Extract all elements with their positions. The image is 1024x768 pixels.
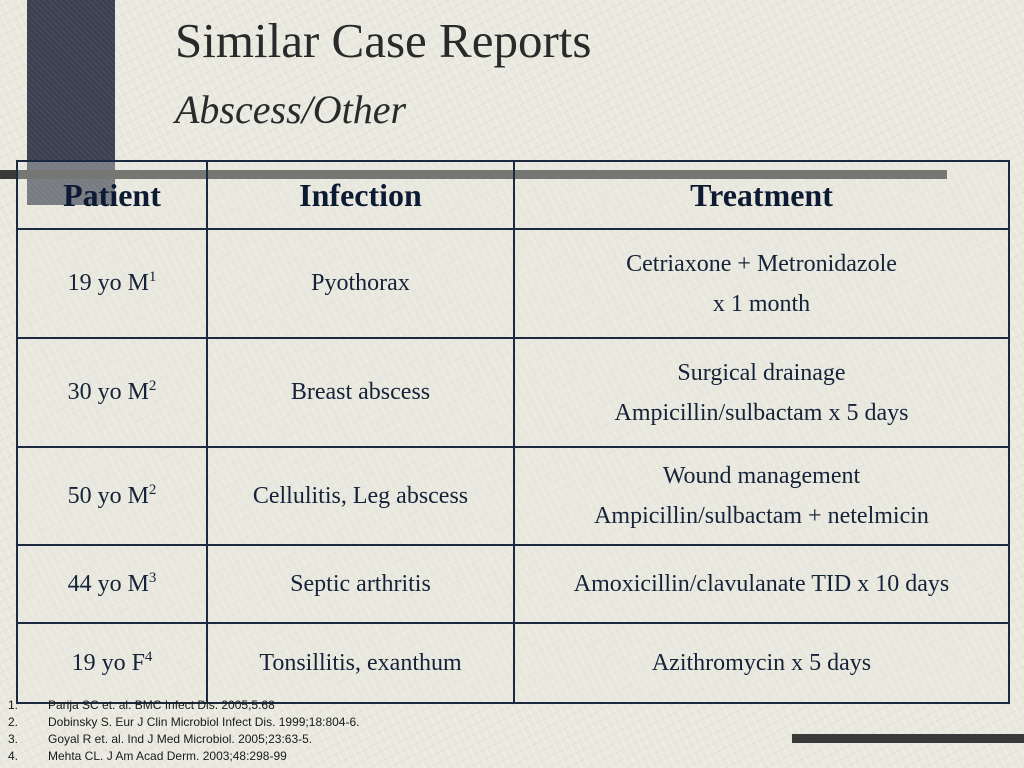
reference-item: 1. Parija SC et. al. BMC Infect Dis. 2005… bbox=[8, 697, 359, 714]
reference-marker: 2 bbox=[148, 378, 157, 394]
reference-number: 1. bbox=[8, 698, 19, 712]
patient-text: 30 yo M bbox=[67, 379, 149, 405]
header-patient: Patient bbox=[16, 160, 208, 230]
slide-subtitle: Abscess/Other bbox=[175, 87, 407, 132]
treatment-line: Cetriaxone + Metronidazole bbox=[626, 250, 897, 277]
infection-cell: Tonsillitis, exanthum bbox=[206, 622, 515, 704]
slide-title: Similar Case Reports bbox=[175, 13, 592, 68]
references-list: 1. Parija SC et. al. BMC Infect Dis. 2005… bbox=[8, 697, 359, 765]
treatment-line: Surgical drainage bbox=[677, 359, 846, 386]
patient-text: 44 yo M bbox=[67, 570, 149, 597]
patient-text: 50 yo M bbox=[67, 482, 149, 509]
patient-cell: 19 yo M1 bbox=[16, 228, 208, 339]
treatment-cell: Surgical drainage Ampicillin/sulbactam x… bbox=[513, 337, 1010, 448]
table-header-row: Patient Infection Treatment bbox=[16, 160, 1010, 230]
reference-text: Dobinsky S. Eur J Clin Microbiol Infect … bbox=[48, 715, 360, 729]
patient-cell: 30 yo M2 bbox=[16, 337, 208, 448]
case-table-container: Patient Infection Treatment 19 yo M1 Pyo… bbox=[16, 160, 1010, 704]
reference-marker: 2 bbox=[148, 481, 157, 498]
decorative-bar-bottom bbox=[792, 734, 1024, 743]
table-row: 19 yo F4 Tonsillitis, exanthum Azithromy… bbox=[16, 622, 1010, 704]
treatment-cell: Wound management Ampicillin/sulbactam + … bbox=[513, 446, 1010, 546]
header-treatment: Treatment bbox=[513, 160, 1010, 230]
reference-text: Mehta CL. J Am Acad Derm. 2003;48:298-99 bbox=[48, 749, 287, 763]
treatment-cell: Cetriaxone + Metronidazole x 1 month bbox=[513, 228, 1010, 339]
infection-cell: Pyothorax bbox=[206, 228, 515, 339]
patient-text: 19 yo F bbox=[71, 649, 145, 676]
reference-number: 3. bbox=[8, 732, 19, 746]
treatment-line: Ampicillin/sulbactam + netelmicin bbox=[594, 503, 929, 529]
reference-marker: 3 bbox=[148, 569, 157, 586]
treatment-line: x 1 month bbox=[712, 290, 811, 317]
patient-cell: 44 yo M3 bbox=[16, 544, 208, 624]
patient-cell: 50 yo M2 bbox=[16, 446, 208, 546]
treatment-line: Amoxicillin/clavulanate TID x 10 days bbox=[573, 571, 950, 597]
treatment-cell: Azithromycin x 5 days bbox=[513, 622, 1010, 704]
table-row: 50 yo M2 Cellulitis, Leg abscess Wound m… bbox=[16, 446, 1010, 546]
patient-text: 19 yo M bbox=[67, 270, 149, 296]
reference-text: Goyal R et. al. Ind J Med Microbiol. 200… bbox=[48, 732, 313, 746]
reference-text: Parija SC et. al. BMC Infect Dis. 2005;5… bbox=[48, 698, 275, 712]
treatment-line: Wound management bbox=[662, 463, 861, 489]
reference-item: 2. Dobinsky S. Eur J Clin Microbiol Infec… bbox=[8, 714, 359, 731]
table-row: 19 yo M1 Pyothorax Cetriaxone + Metronid… bbox=[16, 228, 1010, 339]
reference-marker: 1 bbox=[148, 269, 157, 285]
case-reports-table: Patient Infection Treatment 19 yo M1 Pyo… bbox=[16, 160, 1010, 704]
infection-cell: Septic arthritis bbox=[206, 544, 515, 624]
reference-item: 3. Goyal R et. al. Ind J Med Microbiol. 2… bbox=[8, 731, 359, 748]
infection-cell: Breast abscess bbox=[206, 337, 515, 448]
treatment-line: Ampicillin/sulbactam x 5 days bbox=[614, 399, 909, 426]
table-row: 30 yo M2 Breast abscess Surgical drainag… bbox=[16, 337, 1010, 448]
patient-cell: 19 yo F4 bbox=[16, 622, 208, 704]
reference-item: 4. Mehta CL. J Am Acad Derm. 2003;48:298-… bbox=[8, 748, 359, 765]
reference-number: 2. bbox=[8, 715, 19, 729]
infection-cell: Cellulitis, Leg abscess bbox=[206, 446, 515, 546]
header-infection: Infection bbox=[206, 160, 515, 230]
reference-marker: 4 bbox=[144, 648, 153, 665]
treatment-line: Azithromycin x 5 days bbox=[651, 650, 872, 676]
reference-number: 4. bbox=[8, 749, 19, 763]
treatment-cell: Amoxicillin/clavulanate TID x 10 days bbox=[513, 544, 1010, 624]
table-row: 44 yo M3 Septic arthritis Amoxicillin/cl… bbox=[16, 544, 1010, 624]
